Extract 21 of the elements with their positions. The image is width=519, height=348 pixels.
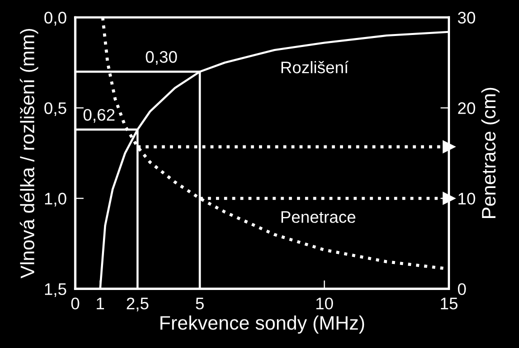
y-tick-label: 1,5 (45, 283, 66, 298)
x-tick-label: 15 (440, 298, 458, 310)
annotation: 0,62 (84, 108, 114, 123)
x-tick-label: 0 (71, 298, 80, 310)
x-axis-title: Frekvence sondy (MHz) (160, 315, 364, 334)
y-axis-title: Vlnová délka / rozlišení (mm) (20, 28, 38, 278)
y2-tick-label: 0 (458, 283, 466, 296)
series-label: Rozlišení (281, 60, 349, 74)
x-tick-label: 1 (96, 298, 104, 310)
y2-tick-label: 10 (458, 192, 476, 205)
y-tick-label: 0,0 (44, 12, 66, 26)
series-label: Penetrace (281, 211, 356, 223)
y-tick-label: 0,5 (44, 102, 66, 116)
y2-tick-label: 30 (458, 12, 476, 24)
y2-axis-title: Penetrace (cm) (481, 88, 500, 218)
y2-tick-label: 20 (458, 102, 476, 114)
x-tick-label: 10 (316, 298, 333, 310)
x-tick-label: 5 (196, 298, 204, 310)
annotation: 0,30 (146, 51, 177, 65)
x-tick-label: 2,5 (126, 298, 148, 312)
y-tick-label: 1,0 (45, 192, 66, 207)
